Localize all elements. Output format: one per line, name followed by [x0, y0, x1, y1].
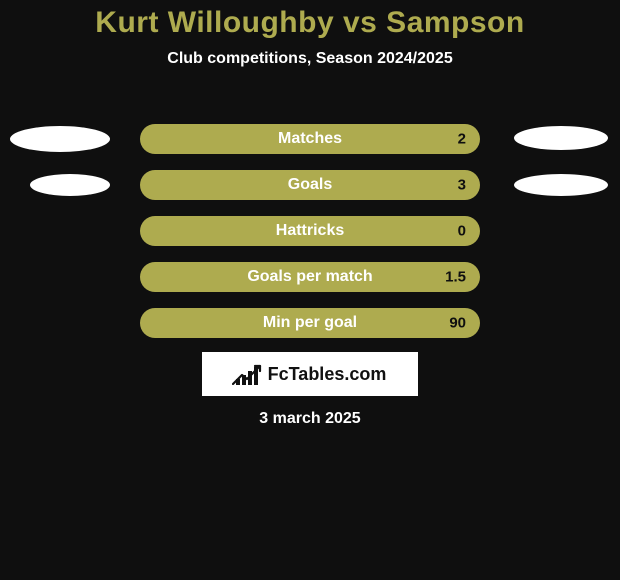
brand-icon [234, 363, 262, 385]
stats-rows: Matches 2 Goals 3 Hattricks 0 Goals per match 1… [0, 116, 620, 346]
right-ellipse [514, 126, 608, 150]
stat-value: 90 [449, 315, 466, 332]
stat-label: Goals [288, 176, 332, 194]
stat-value: 2 [458, 131, 466, 148]
stat-label: Matches [278, 130, 342, 148]
right-ellipse [514, 174, 608, 196]
stat-pill: Min per goal 90 [140, 308, 480, 338]
stat-label: Min per goal [263, 314, 357, 332]
stat-row: Hattricks 0 [0, 208, 620, 254]
stat-value: 0 [458, 223, 466, 240]
subtitle: Club competitions, Season 2024/2025 [0, 50, 620, 68]
stat-pill: Hattricks 0 [140, 216, 480, 246]
stat-row: Goals per match 1.5 [0, 254, 620, 300]
left-ellipse [10, 126, 110, 152]
left-ellipse [30, 174, 110, 196]
stat-pill: Matches 2 [140, 124, 480, 154]
page-title: Kurt Willoughby vs Sampson [0, 0, 620, 40]
brand-badge: FcTables.com [202, 352, 418, 396]
date-line: 3 march 2025 [0, 410, 620, 428]
stat-row: Matches 2 [0, 116, 620, 162]
stat-label: Hattricks [276, 222, 344, 240]
stat-value: 3 [458, 177, 466, 194]
stat-row: Min per goal 90 [0, 300, 620, 346]
stat-label: Goals per match [247, 268, 372, 286]
stat-value: 1.5 [445, 269, 466, 286]
stat-pill: Goals per match 1.5 [140, 262, 480, 292]
stat-row: Goals 3 [0, 162, 620, 208]
brand-text: FcTables.com [268, 364, 387, 385]
stat-pill: Goals 3 [140, 170, 480, 200]
